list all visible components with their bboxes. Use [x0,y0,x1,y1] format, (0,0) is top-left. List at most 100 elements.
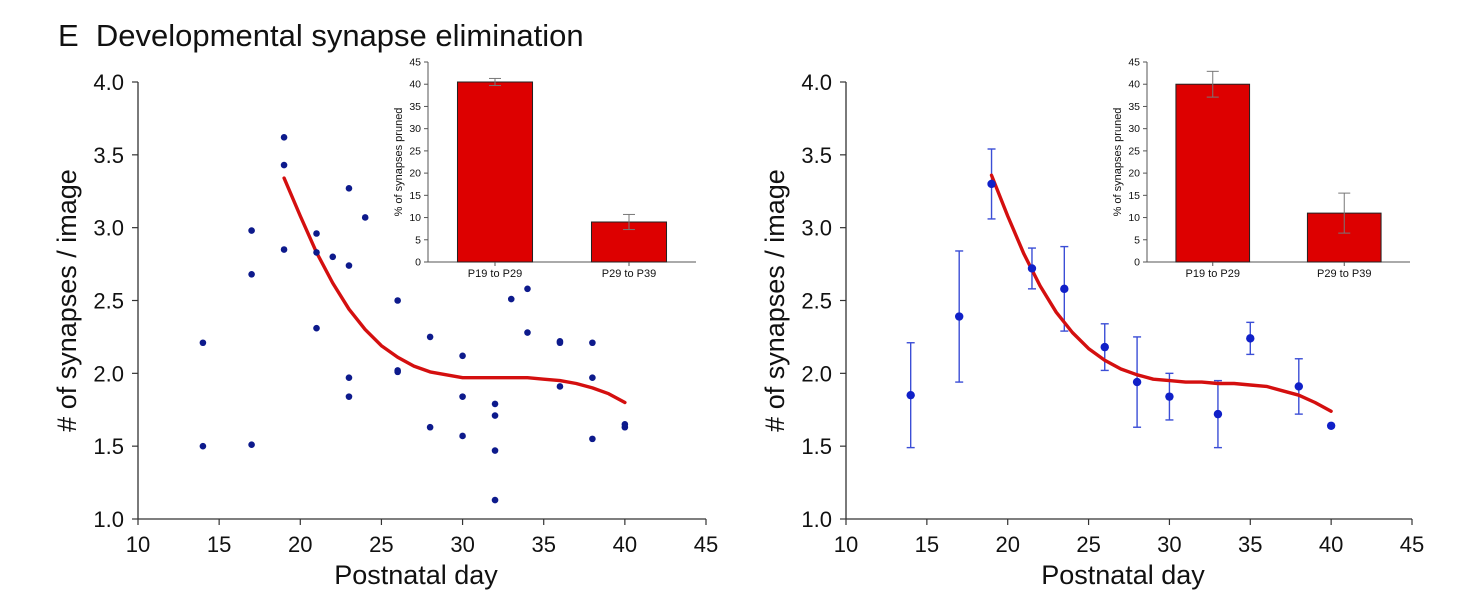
data-point [345,185,353,192]
inset-bar [1175,83,1251,263]
y-tick-label: 2.0 [801,361,832,386]
data-point [987,179,996,189]
data-point [589,374,596,382]
inset-y-tick-label: 5 [1134,234,1140,246]
data-point [199,339,207,347]
data-point [280,161,288,169]
inset-y-axis-label: % of synapses pruned [393,108,405,217]
data-point [313,230,320,237]
data-point [1213,409,1223,419]
inset-y-tick-label: 30 [1128,123,1140,135]
data-point [491,412,499,419]
data-point [313,249,320,256]
data-point [1027,264,1037,273]
inset-y-tick-label: 0 [415,257,421,269]
inset-y-tick-label: 0 [1134,257,1140,269]
inset-y-tick-label: 45 [409,57,421,69]
y-tick-label: 1.5 [93,434,124,459]
inset-y-tick-label: 20 [1128,168,1140,180]
y-tick-label: 2.5 [93,289,124,314]
data-point [1246,334,1255,343]
inset-y-axis-label: % of synapses pruned [1112,108,1124,217]
x-tick-label: 10 [834,532,858,557]
x-tick-label: 40 [613,532,637,557]
data-point [524,285,531,293]
x-tick-label: 45 [694,532,718,557]
data-point [1060,284,1069,294]
data-point [329,253,337,261]
x-tick-label: 35 [531,532,555,557]
data-point [556,339,564,347]
inset-y-tick-label: 20 [409,168,421,180]
inset-y-tick-label: 40 [1128,79,1140,91]
x-tick-label: 10 [126,532,150,557]
figure-title: E Developmental synapse elimination [58,18,584,54]
x-tick-label: 20 [288,532,312,557]
x-tick-label: 25 [369,532,393,557]
data-point [1100,342,1109,352]
inset-y-tick-label: 10 [1128,212,1140,224]
data-point [248,227,255,234]
data-point [906,390,915,400]
chart-panel-right: 1.0 1.5 2.0 2.5 3.0 3.5 4.0 10 15 20 25 30 35 40 45 Pos… [760,57,1424,591]
x-tick-label: 30 [450,532,474,557]
data-point [361,214,369,221]
data-point [280,134,288,141]
data-point [345,374,353,382]
inset-category-label: P29 to P39 [602,268,656,280]
data-point [1165,392,1174,401]
data-point [621,423,629,431]
inset-y-tick-label: 40 [409,79,421,91]
data-point [199,442,207,450]
x-axis-label: Postnatal day [1041,560,1205,590]
data-point [589,339,596,347]
data-point [459,352,466,360]
inset-y-tick-label: 35 [409,101,421,113]
y-axis-label: # of synapses / image [52,169,82,432]
y-tick-label: 3.5 [801,143,832,168]
inset-bar [456,81,534,263]
data-point [459,432,466,440]
data-point [345,262,353,269]
data-point [345,393,353,400]
data-point [248,270,255,278]
inset-category-label: P19 to P29 [468,268,522,280]
data-point [955,312,964,321]
data-point [524,329,531,336]
inset-y-tick-label: 25 [409,145,421,157]
inset-y-tick-label: 15 [409,190,421,202]
data-point [426,423,434,431]
inset-y-tick-label: 5 [415,234,421,246]
panel-letter: E [58,18,79,53]
data-point [280,246,288,253]
y-tick-label: 2.5 [801,289,832,314]
chart-panel-left: 1.0 1.5 2.0 2.5 3.0 3.5 4.0 10 15 20 25 30 35 40 45 Pos… [52,57,718,591]
inset-y-tick-label: 25 [1128,145,1140,157]
inset-category-label: P29 to P39 [1317,268,1371,280]
inset-y-tick-label: 35 [1128,101,1140,113]
x-tick-label: 45 [1400,532,1424,557]
x-tick-label: 35 [1238,532,1262,557]
y-tick-label: 1.5 [801,434,832,459]
y-tick-label: 3.5 [93,143,124,168]
data-point [426,333,434,341]
x-tick-label: 15 [207,532,231,557]
inset-y-tick-label: 15 [1128,190,1140,202]
y-tick-label: 3.0 [801,216,832,241]
y-tick-label: 4.0 [801,70,832,95]
data-point [313,324,320,332]
x-tick-label: 20 [995,532,1019,557]
x-axis-label: Postnatal day [334,560,498,590]
y-tick-label: 1.0 [93,507,124,532]
data-point [507,295,515,303]
data-point [556,383,564,390]
data-point [1326,421,1336,430]
x-tick-label: 25 [1076,532,1100,557]
data-point [491,496,499,504]
data-point [491,447,499,454]
inset-bar-chart: 0 5 10 15 20 25 30 35 40 45 % of synapses pruned P1… [393,57,696,280]
data-point [394,297,401,304]
data-point [459,393,466,400]
y-tick-label: 2.0 [93,361,124,386]
